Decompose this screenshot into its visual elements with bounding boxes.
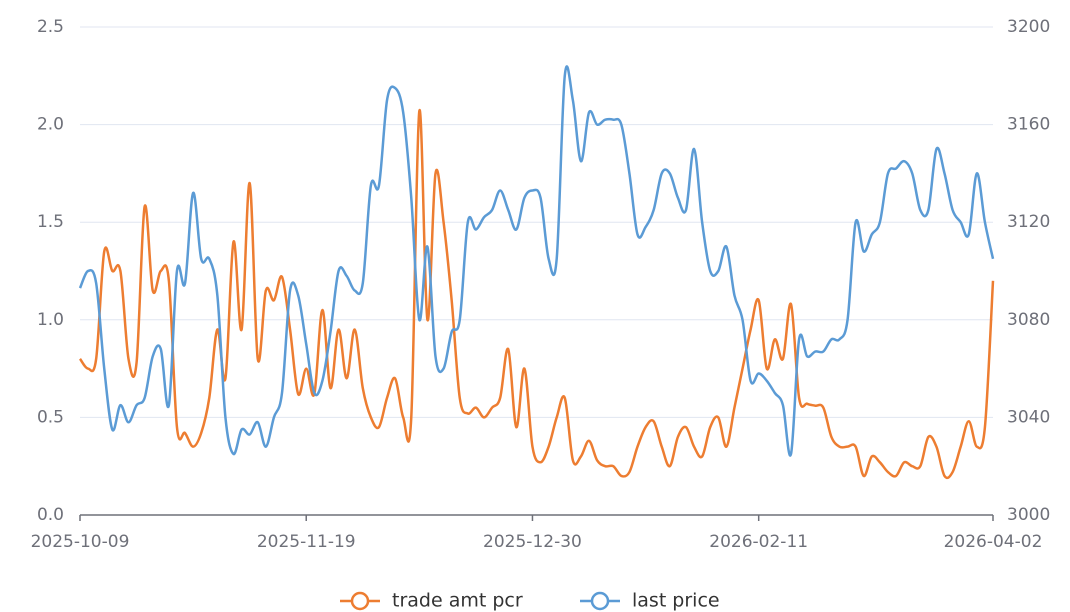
x-tick-label: 2025-10-09 <box>31 532 130 552</box>
x-tick-label: 2026-02-11 <box>709 532 808 552</box>
x-tick-label: 2025-11-19 <box>257 532 356 552</box>
legend-icon-circle <box>350 591 370 611</box>
y-tick-label: 0.5 <box>37 407 64 427</box>
y-tick-label: 1.0 <box>37 310 64 330</box>
y2-tick-label: 3080 <box>1007 310 1050 330</box>
y2-tick-label: 3040 <box>1007 407 1050 427</box>
y-tick-label: 1.5 <box>37 212 64 232</box>
y2-tick-label: 3120 <box>1007 212 1050 232</box>
legend-label: trade amt pcr <box>392 590 523 612</box>
legend-label: last price <box>632 590 720 612</box>
y2-tick-label: 3000 <box>1007 505 1050 525</box>
y2-tick-label: 3160 <box>1007 115 1050 135</box>
x-tick-label: 2026-04-02 <box>944 532 1043 552</box>
y-tick-label: 0.0 <box>37 505 64 525</box>
x-tick-label: 2025-12-30 <box>483 532 582 552</box>
line-series <box>78 109 995 480</box>
y2-tick-label: 3200 <box>1007 17 1050 37</box>
y-tick-label: 2.5 <box>37 17 64 37</box>
line-series <box>78 65 995 457</box>
y-tick-label: 2.0 <box>37 115 64 135</box>
legend-icon-circle <box>590 591 610 611</box>
